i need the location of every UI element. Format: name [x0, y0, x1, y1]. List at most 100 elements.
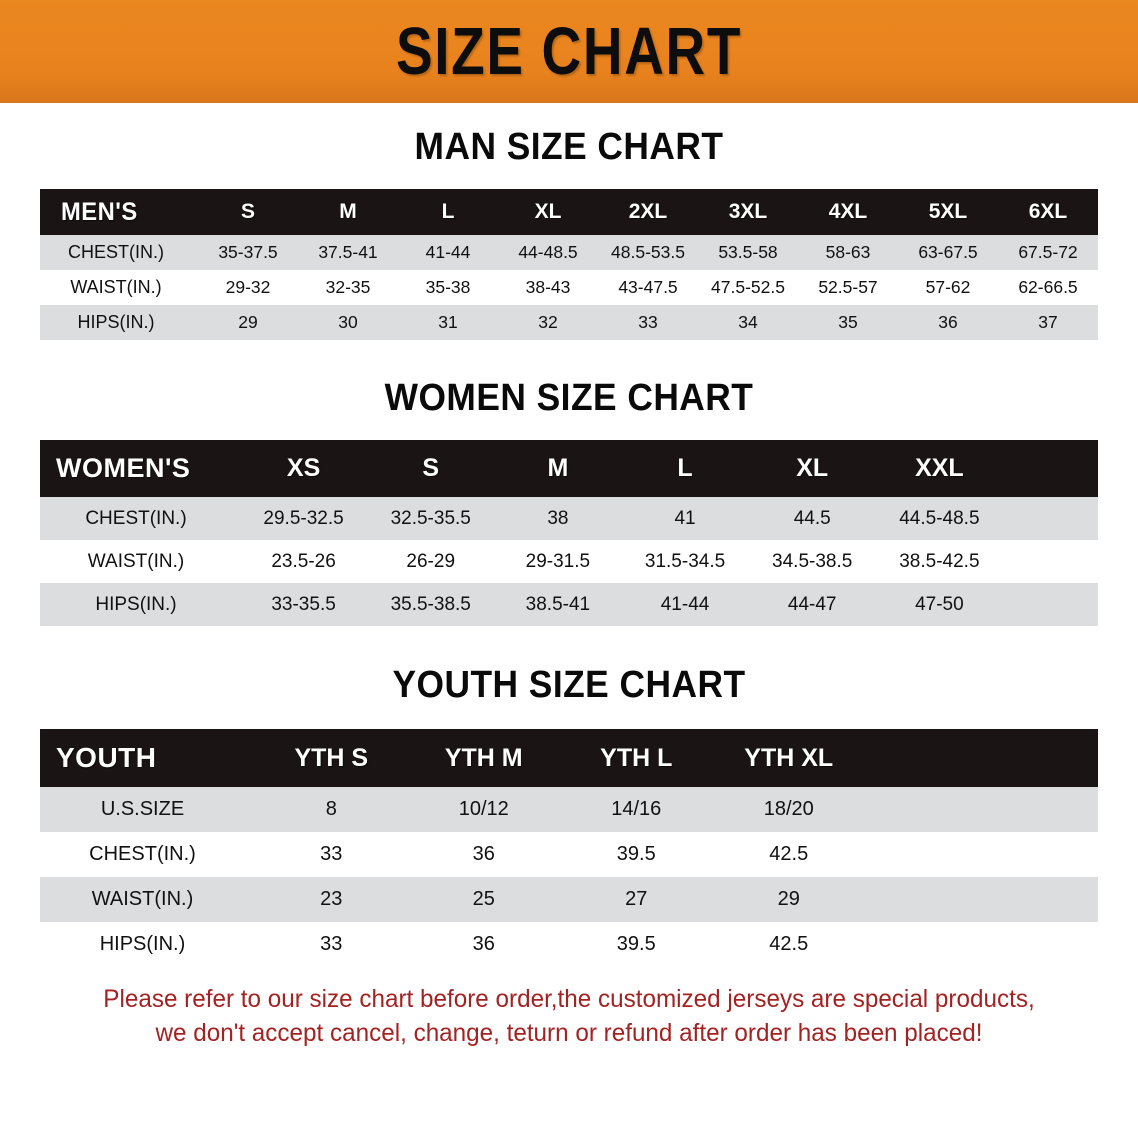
row-label-u-s-size: U.S.SIZE — [100, 798, 185, 820]
measurement-cell: 23.5-26 — [271, 550, 336, 572]
row-label-waist-in-: WAIST(IN.) — [91, 888, 194, 910]
measurement-cell: 53.5-58 — [718, 242, 778, 262]
order-policy-note: Please refer to our size chart before or… — [50, 983, 1088, 1051]
youth-table-corner-label: YOUTH — [56, 742, 157, 773]
measurement-cell: 62-66.5 — [1018, 277, 1078, 297]
measurement-cell-empty — [1003, 497, 1098, 540]
women-section-title: WOMEN SIZE CHART — [384, 377, 754, 419]
column-header-yth-m: YTH M — [444, 743, 523, 772]
women-size-table: WOMEN'S XS S M L XL XXL CHEST(IN.) 29.5-32.5 32… — [40, 440, 1098, 626]
women-table-corner-label: WOMEN'S — [56, 453, 191, 483]
measurement-cell: 29 — [238, 312, 258, 332]
order-policy-line-2: we don't accept cancel, change, teturn o… — [155, 1018, 983, 1047]
column-header-spacer — [1003, 440, 1098, 497]
measurement-cell: 35-37.5 — [218, 242, 278, 262]
measurement-cell: 57-62 — [925, 277, 971, 297]
measurement-cell: 32.5-35.5 — [390, 507, 471, 529]
measurement-cell: 47.5-52.5 — [711, 277, 785, 297]
measurement-cell: 29-32 — [225, 277, 271, 297]
measurement-cell: 33 — [320, 933, 343, 955]
measurement-cell-empty — [1003, 583, 1098, 626]
row-label-hips-in-: HIPS(IN.) — [99, 933, 186, 955]
measurement-cell: 30 — [338, 312, 358, 332]
measurement-cell: 27 — [625, 888, 648, 910]
measurement-cell: 14/16 — [611, 798, 662, 820]
order-policy-line-1: Please refer to our size chart before or… — [103, 985, 1035, 1013]
row-label-waist-in-: WAIST(IN.) — [87, 550, 185, 572]
man-size-table: MEN'S S M L XL 2XL 3XL 4XL 5XL 6XL CHEST(IN.) 35-… — [40, 189, 1098, 340]
column-header-l: L — [677, 454, 693, 482]
measurement-cell: 47-50 — [915, 593, 964, 615]
measurement-cell: 43-47.5 — [618, 277, 678, 297]
youth-section-title: YOUTH SIZE CHART — [392, 664, 746, 706]
row-label-hips-in-: HIPS(IN.) — [77, 312, 155, 332]
measurement-cell: 58-63 — [825, 242, 871, 262]
page-banner: SIZE CHART — [0, 0, 1138, 103]
table-row: CHEST(IN.) 35-37.5 37.5-41 41-44 44-48.5 48.5… — [40, 235, 1098, 270]
measurement-cell: 23 — [320, 888, 343, 910]
measurement-cell: 35 — [838, 312, 858, 332]
measurement-cell-empty — [865, 787, 1098, 832]
man-table-corner-label: MEN'S — [61, 197, 138, 226]
row-label-hips-in-: HIPS(IN.) — [95, 593, 177, 615]
measurement-cell: 29-31.5 — [525, 550, 591, 572]
measurement-cell: 35-38 — [425, 277, 471, 297]
measurement-cell: 39.5 — [616, 933, 656, 955]
measurement-cell: 35.5-38.5 — [390, 593, 471, 615]
row-label-chest-in-: CHEST(IN.) — [85, 507, 187, 529]
table-header-row: WOMEN'S XS S M L XL XXL — [40, 440, 1098, 497]
measurement-cell-empty — [1003, 540, 1098, 583]
column-header-xl: XL — [796, 454, 829, 482]
column-header-xxl: XXL — [915, 454, 964, 482]
table-row: WAIST(IN.) 29-32 32-35 35-38 38-43 43-47.5 47.… — [40, 270, 1098, 305]
measurement-cell: 34 — [738, 312, 758, 332]
column-header-4xl: 4XL — [828, 200, 868, 223]
measurement-cell: 34.5-38.5 — [772, 550, 853, 572]
youth-size-table: YOUTH YTH S YTH M YTH L YTH XL U.S.SIZE 8 10/… — [40, 729, 1098, 967]
table-header-row: YOUTH YTH S YTH M YTH L YTH XL — [40, 729, 1098, 787]
table-row: HIPS(IN.) 33-35.5 35.5-38.5 38.5-41 41-44 44-… — [40, 583, 1098, 626]
banner-title: SIZE CHART — [395, 14, 743, 89]
column-header-s: S — [240, 200, 255, 223]
measurement-cell: 41 — [674, 507, 696, 529]
measurement-cell: 44.5-48.5 — [899, 507, 980, 529]
table-row: HIPS(IN.) 29 30 31 32 33 34 35 36 37 — [40, 305, 1098, 340]
measurement-cell: 31 — [438, 312, 458, 332]
column-header-xl: XL — [534, 200, 562, 223]
measurement-cell: 44.5 — [793, 507, 831, 529]
column-header-6xl: 6XL — [1028, 200, 1068, 223]
man-table-body: CHEST(IN.) 35-37.5 37.5-41 41-44 44-48.5 48.5… — [40, 235, 1098, 340]
measurement-cell: 29 — [777, 888, 800, 910]
row-label-chest-in-: CHEST(IN.) — [68, 242, 164, 262]
table-row: CHEST(IN.) 33 36 39.5 42.5 — [40, 832, 1098, 877]
measurement-cell: 32-35 — [325, 277, 371, 297]
measurement-cell: 18/20 — [763, 798, 814, 820]
man-section-title: MAN SIZE CHART — [414, 126, 724, 168]
measurement-cell: 39.5 — [616, 843, 656, 865]
row-label-waist-in-: WAIST(IN.) — [70, 277, 162, 297]
table-row: CHEST(IN.) 29.5-32.5 32.5-35.5 38 41 44.5 44.5… — [40, 497, 1098, 540]
measurement-cell: 38-43 — [525, 277, 571, 297]
measurement-cell: 33-35.5 — [271, 593, 336, 615]
measurement-cell: 44-47 — [787, 593, 837, 615]
measurement-cell: 29.5-32.5 — [263, 507, 344, 529]
column-header-s: S — [422, 454, 440, 482]
measurement-cell: 42.5 — [769, 843, 809, 865]
measurement-cell: 63-67.5 — [918, 242, 978, 262]
table-row: WAIST(IN.) 23.5-26 26-29 29-31.5 31.5-34.5 34… — [40, 540, 1098, 583]
column-header-yth-s: YTH S — [294, 743, 369, 772]
measurement-cell-empty — [865, 832, 1098, 877]
measurement-cell: 36 — [938, 312, 958, 332]
measurement-cell: 52.5-57 — [818, 277, 878, 297]
measurement-cell: 10/12 — [458, 798, 509, 820]
youth-table-body: U.S.SIZE 8 10/12 14/16 18/20 CHEST(IN.) 33 36 39… — [40, 787, 1098, 967]
column-header-yth-xl: YTH XL — [744, 743, 834, 772]
column-header-yth-l: YTH L — [600, 743, 673, 772]
measurement-cell: 42.5 — [769, 933, 809, 955]
table-header-row: MEN'S S M L XL 2XL 3XL 4XL 5XL 6XL — [40, 189, 1098, 235]
table-row: WAIST(IN.) 23 25 27 29 — [40, 877, 1098, 922]
measurement-cell: 33 — [638, 312, 658, 332]
measurement-cell-empty — [865, 877, 1098, 922]
measurement-cell: 67.5-72 — [1018, 242, 1078, 262]
